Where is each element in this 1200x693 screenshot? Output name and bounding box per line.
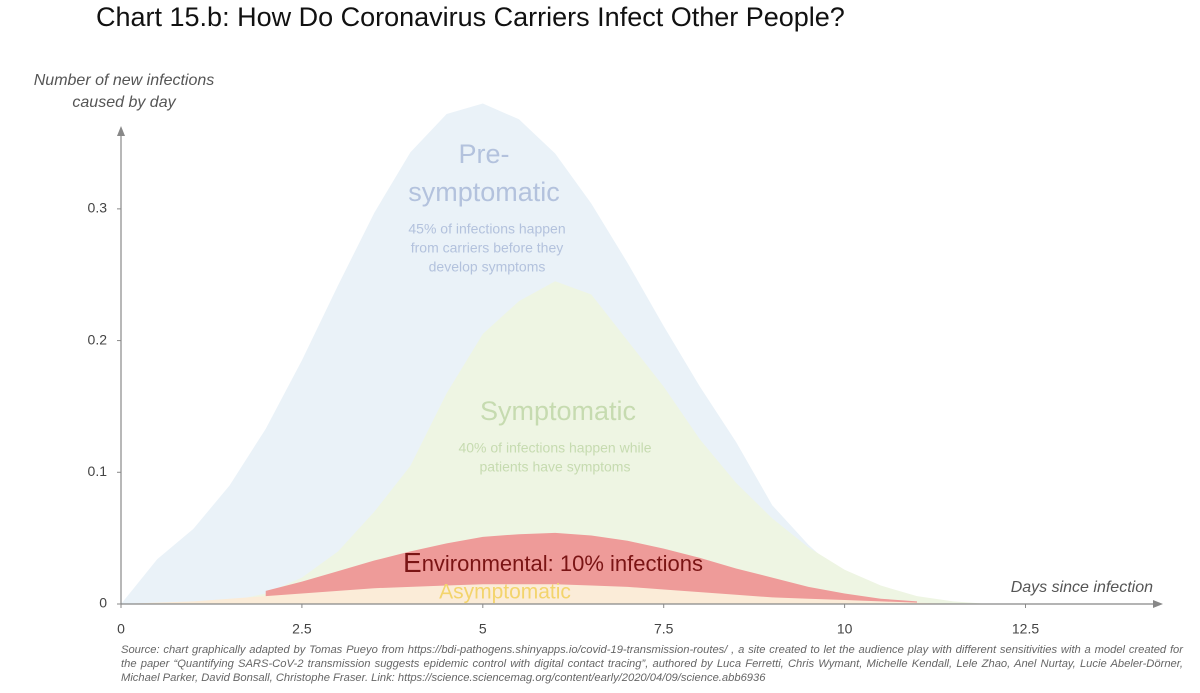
y-tick-label: 0 <box>99 595 107 611</box>
annotation: Asymptomatic <box>439 581 571 604</box>
annotation: from carriers before they <box>411 240 564 256</box>
x-tick-label: 12.5 <box>1012 621 1039 637</box>
x-tick-label: 0 <box>117 621 125 637</box>
annotation: Symptomatic <box>480 396 636 426</box>
annotations: Pre-symptomatic 45% of infections happen f… <box>403 139 703 603</box>
y-axis-arrow <box>117 126 125 136</box>
annotation: Environmental: 10% infections <box>403 547 703 578</box>
y-tick-label: 0.3 <box>88 200 108 216</box>
y-axis-label: Number of new infections <box>34 72 215 89</box>
x-axis-label: Days since infection <box>1011 579 1153 596</box>
y-axis-label: caused by day <box>72 94 176 111</box>
x-tick-label: 2.5 <box>292 621 312 637</box>
x-tick-label: 7.5 <box>654 621 674 637</box>
annotation: patients have symptoms <box>480 459 631 475</box>
annotation-part: nvironmental: 10% infections <box>422 551 703 576</box>
annotation: Pre- <box>458 139 509 169</box>
annotation-part: E <box>403 547 422 578</box>
y-tick-label: 0.2 <box>88 331 108 347</box>
areas <box>121 103 1062 604</box>
annotation: symptomatic <box>408 177 560 207</box>
source-note: Source: chart graphically adapted by Tom… <box>121 644 1183 684</box>
x-axis-arrow <box>1153 600 1163 608</box>
area <box>121 281 1062 604</box>
x-tick-label: 10 <box>837 621 853 637</box>
axes: 0 0.1 0.2 0.3 0 2.5 5 7.5 10 12.5 <box>88 126 1163 637</box>
annotation: 45% of infections happen <box>408 221 565 237</box>
chart-title: Chart 15.b: How Do Coronavirus Carriers … <box>96 2 845 32</box>
annotation: 40% of infections happen while <box>458 440 651 456</box>
annotation: develop symptoms <box>429 259 546 275</box>
x-tick-label: 5 <box>479 621 487 637</box>
y-tick-label: 0.1 <box>88 463 108 479</box>
area <box>121 584 1062 604</box>
